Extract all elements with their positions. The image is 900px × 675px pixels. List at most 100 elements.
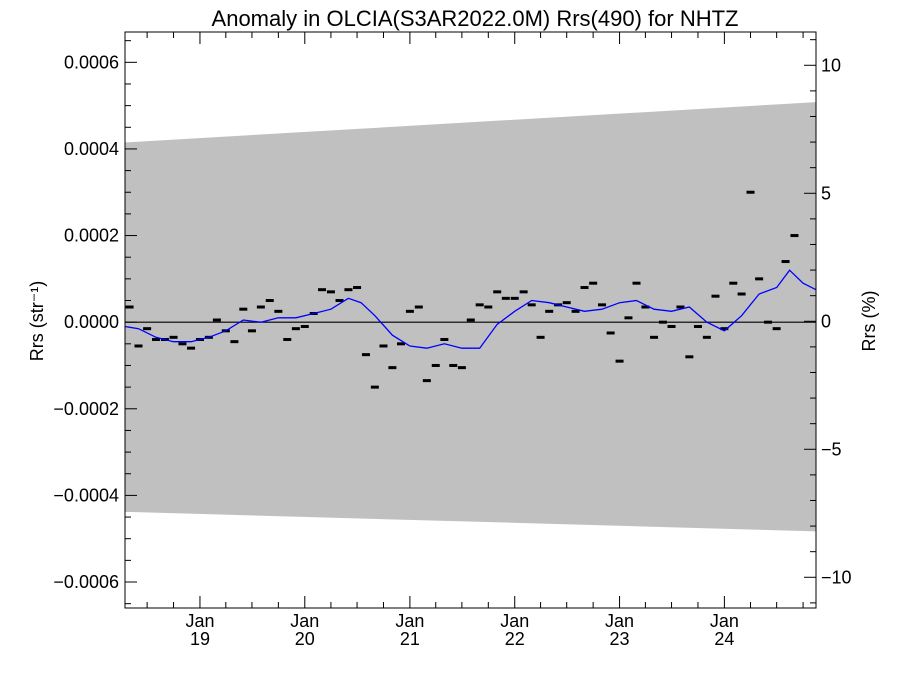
anomaly-marker-40 [475,303,484,307]
x-tick-year-2: 21 [400,629,420,649]
anomaly-marker-71 [746,190,755,194]
left-tick-label-3: 0.0000 [64,312,119,332]
anomaly-marker-33 [414,305,423,309]
anomaly-marker-39 [466,318,475,322]
anomaly-marker-56 [615,359,624,363]
anomaly-marker-54 [598,303,607,307]
anomaly-marker-23 [326,290,335,294]
right-tick-label-3: −5 [821,439,842,459]
anomaly-marker-0 [125,305,134,309]
anomaly-marker-29 [379,344,388,348]
right-tick-label-0: 10 [821,55,841,75]
anomaly-marker-66 [702,335,711,339]
anomaly-marker-31 [396,342,405,346]
anomaly-marker-35 [431,363,440,367]
uncertainty-envelope [125,102,816,532]
anomaly-marker-62 [667,324,676,328]
anomaly-marker-10 [212,318,221,322]
anomaly-marker-57 [624,316,633,320]
anomaly-marker-45 [519,290,528,294]
anomaly-marker-46 [527,303,536,307]
anomaly-marker-60 [650,335,659,339]
anomaly-marker-65 [693,324,702,328]
anomaly-marker-19 [291,327,300,331]
anomaly-marker-36 [440,337,449,341]
anomaly-marker-17 [274,309,283,313]
anomaly-marker-48 [545,309,554,313]
left-tick-label-5: −0.0004 [53,485,119,505]
anomaly-marker-2 [143,327,152,331]
right-tick-label-4: −10 [821,567,852,587]
anomaly-marker-42 [493,290,502,294]
right-tick-label-2: 0 [821,311,831,331]
anomaly-marker-28 [370,385,379,389]
anomaly-marker-26 [353,286,362,290]
y-axis-left-title: Rrs (str⁻¹) [27,281,47,361]
anomaly-marker-15 [256,305,265,309]
anomaly-marker-44 [510,296,519,300]
anomaly-marker-27 [361,353,370,357]
anomaly-marker-18 [283,337,292,341]
anomaly-marker-55 [606,331,615,335]
anomaly-marker-52 [580,286,589,290]
left-tick-label-6: −0.0006 [53,572,119,592]
x-tick-month-3: Jan [500,611,529,631]
x-tick-month-0: Jan [185,611,214,631]
left-tick-label-1: 0.0004 [64,139,119,159]
anomaly-marker-59 [641,305,650,309]
anomaly-marker-53 [589,281,598,285]
anomaly-marker-67 [711,294,720,298]
plot-area [125,102,816,532]
x-tick-month-4: Jan [605,611,634,631]
anomaly-marker-38 [457,366,466,370]
anomaly-marker-5 [169,335,178,339]
anomaly-marker-20 [300,324,309,328]
anomaly-marker-34 [422,379,431,383]
x-tick-year-1: 20 [295,629,315,649]
anomaly-marker-3 [152,337,161,341]
anomaly-marker-63 [676,305,685,309]
anomaly-marker-51 [571,309,580,313]
running-mean-line [125,269,816,349]
left-tick-label-2: 0.0002 [64,226,119,246]
y-axis-right-title: Rrs (%) [859,291,879,352]
anomaly-marker-6 [178,342,187,346]
anomaly-marker-16 [265,299,274,303]
x-tick-year-5: 24 [714,629,734,649]
anomaly-marker-43 [501,296,510,300]
anomaly-marker-47 [536,335,545,339]
anomaly-marker-12 [230,340,239,344]
axes: 0.0006 0.0004 0.0002 0.0000 −0.0002 −0.0004 −0… [53,31,852,649]
anomaly-marker-69 [729,281,738,285]
x-tick-year-0: 19 [190,629,210,649]
anomaly-marker-61 [658,320,667,324]
anomaly-marker-22 [318,288,327,292]
x-tick-year-3: 22 [505,629,525,649]
anomaly-marker-70 [737,292,746,296]
anomaly-marker-14 [247,329,256,333]
anomaly-marker-1 [134,344,143,348]
anomaly-marker-25 [344,288,353,292]
anomaly-marker-74 [772,327,781,331]
anomaly-marker-30 [388,366,397,370]
x-tick-month-5: Jan [710,611,739,631]
chart-title: Anomaly in OLCIA(S3AR2022.0M) Rrs(490) f… [212,6,739,31]
anomaly-marker-68 [720,327,729,331]
anomaly-marker-37 [449,363,458,367]
x-tick-month-1: Jan [290,611,319,631]
anomaly-marker-7 [187,346,196,350]
left-tick-label-0: 0.0006 [64,52,119,72]
anomaly-marker-75 [781,260,790,264]
left-tick-label-4: −0.0002 [53,399,119,419]
anomaly-marker-73 [764,320,773,324]
anomaly-marker-72 [755,277,764,281]
right-tick-label-1: 5 [821,183,831,203]
anomaly-marker-50 [562,301,571,305]
anomaly-marker-64 [685,355,694,359]
plot-frame [124,31,817,609]
x-tick-month-2: Jan [395,611,424,631]
anomaly-marker-32 [405,309,414,313]
anomaly-marker-76 [790,234,799,238]
anomaly-marker-24 [335,299,344,303]
